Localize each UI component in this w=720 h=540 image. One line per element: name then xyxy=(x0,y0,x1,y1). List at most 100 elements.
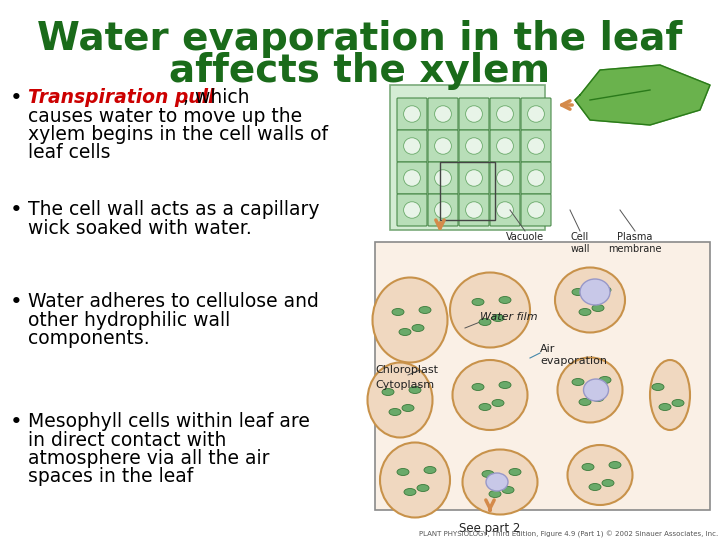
Bar xyxy=(440,162,495,220)
Ellipse shape xyxy=(462,449,538,515)
Ellipse shape xyxy=(497,106,513,122)
Ellipse shape xyxy=(424,467,436,474)
FancyBboxPatch shape xyxy=(428,194,458,226)
Ellipse shape xyxy=(435,202,451,218)
Ellipse shape xyxy=(567,445,632,505)
Ellipse shape xyxy=(492,314,504,321)
Ellipse shape xyxy=(472,383,484,390)
Ellipse shape xyxy=(404,138,420,154)
Ellipse shape xyxy=(672,400,684,407)
Text: Water evaporation in the leaf: Water evaporation in the leaf xyxy=(37,20,683,58)
Text: wick soaked with water.: wick soaked with water. xyxy=(28,219,252,238)
Ellipse shape xyxy=(450,273,530,348)
Ellipse shape xyxy=(372,278,448,362)
Ellipse shape xyxy=(592,395,604,402)
Ellipse shape xyxy=(583,379,608,401)
Ellipse shape xyxy=(592,305,604,312)
Polygon shape xyxy=(575,65,710,125)
FancyBboxPatch shape xyxy=(428,162,458,194)
Text: •: • xyxy=(10,200,23,220)
FancyBboxPatch shape xyxy=(397,98,427,130)
Ellipse shape xyxy=(499,296,511,303)
Ellipse shape xyxy=(497,170,513,186)
Ellipse shape xyxy=(417,484,429,491)
FancyBboxPatch shape xyxy=(459,162,489,194)
Ellipse shape xyxy=(659,403,671,410)
Ellipse shape xyxy=(599,287,611,294)
FancyBboxPatch shape xyxy=(490,162,520,194)
Text: components.: components. xyxy=(28,329,150,348)
Ellipse shape xyxy=(409,387,421,394)
FancyBboxPatch shape xyxy=(428,130,458,162)
Text: Water film: Water film xyxy=(480,312,538,322)
Ellipse shape xyxy=(404,170,420,186)
Ellipse shape xyxy=(502,487,514,494)
FancyBboxPatch shape xyxy=(459,194,489,226)
Ellipse shape xyxy=(652,383,664,390)
Text: Cytoplasm: Cytoplasm xyxy=(375,380,434,390)
Ellipse shape xyxy=(528,106,544,122)
Ellipse shape xyxy=(435,170,451,186)
Ellipse shape xyxy=(589,483,601,490)
Bar xyxy=(375,242,710,510)
Ellipse shape xyxy=(555,267,625,333)
Text: Transpiration pull: Transpiration pull xyxy=(28,88,215,107)
Ellipse shape xyxy=(492,400,504,407)
Text: Mesophyll cells within leaf are: Mesophyll cells within leaf are xyxy=(28,412,310,431)
Ellipse shape xyxy=(397,469,409,476)
Text: Cell
wall: Cell wall xyxy=(570,232,590,254)
Ellipse shape xyxy=(497,138,513,154)
Ellipse shape xyxy=(489,490,501,497)
Text: spaces in the leaf: spaces in the leaf xyxy=(28,468,193,487)
Text: affects the xylem: affects the xylem xyxy=(169,52,551,90)
Ellipse shape xyxy=(479,319,491,326)
Ellipse shape xyxy=(572,379,584,386)
Text: , which: , which xyxy=(183,88,250,107)
Text: •: • xyxy=(10,292,23,312)
FancyBboxPatch shape xyxy=(397,194,427,226)
Bar xyxy=(390,85,545,230)
Ellipse shape xyxy=(392,308,404,315)
Ellipse shape xyxy=(435,138,451,154)
Ellipse shape xyxy=(412,325,424,332)
Text: Air
evaporation: Air evaporation xyxy=(540,344,607,366)
Ellipse shape xyxy=(389,408,401,415)
Ellipse shape xyxy=(499,381,511,388)
Text: Chloroplast: Chloroplast xyxy=(375,365,438,375)
Ellipse shape xyxy=(466,106,482,122)
Text: in direct contact with: in direct contact with xyxy=(28,430,226,449)
Ellipse shape xyxy=(579,399,591,406)
Ellipse shape xyxy=(509,469,521,476)
Text: xylem begins in the cell walls of: xylem begins in the cell walls of xyxy=(28,125,328,144)
Ellipse shape xyxy=(580,279,610,305)
Text: PLANT PHYSIOLOGY, Third Edition, Figure 4.9 (Part 1) © 2002 Sinauer Associates, : PLANT PHYSIOLOGY, Third Edition, Figure … xyxy=(419,531,718,538)
Ellipse shape xyxy=(486,473,508,491)
Ellipse shape xyxy=(609,462,621,469)
Ellipse shape xyxy=(419,307,431,314)
Text: leaf cells: leaf cells xyxy=(28,144,110,163)
Text: The cell wall acts as a capillary: The cell wall acts as a capillary xyxy=(28,200,320,219)
Text: Plasma
membrane: Plasma membrane xyxy=(608,232,662,254)
FancyBboxPatch shape xyxy=(521,162,551,194)
FancyBboxPatch shape xyxy=(459,98,489,130)
Ellipse shape xyxy=(557,357,623,422)
Ellipse shape xyxy=(479,403,491,410)
Ellipse shape xyxy=(572,288,584,295)
Text: •: • xyxy=(10,412,23,432)
FancyBboxPatch shape xyxy=(490,130,520,162)
Ellipse shape xyxy=(466,138,482,154)
Ellipse shape xyxy=(452,360,528,430)
Ellipse shape xyxy=(528,170,544,186)
Text: Vacuole: Vacuole xyxy=(506,232,544,242)
Ellipse shape xyxy=(402,404,414,411)
Text: •: • xyxy=(10,88,23,108)
Ellipse shape xyxy=(528,138,544,154)
FancyBboxPatch shape xyxy=(490,98,520,130)
Ellipse shape xyxy=(602,480,614,487)
Ellipse shape xyxy=(650,360,690,430)
Ellipse shape xyxy=(404,106,420,122)
Ellipse shape xyxy=(482,470,494,477)
FancyBboxPatch shape xyxy=(521,130,551,162)
Text: See part 2: See part 2 xyxy=(459,522,521,535)
Ellipse shape xyxy=(367,362,433,437)
